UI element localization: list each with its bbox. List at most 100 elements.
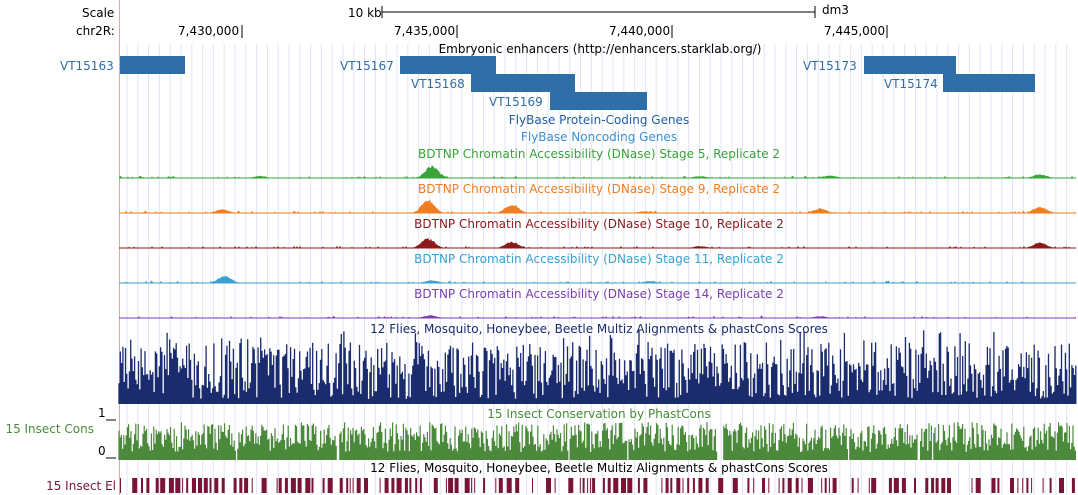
ruler-tick-label: 7,430,000 bbox=[178, 24, 240, 38]
insect-el-track-title[interactable]: 12 Flies, Mosquito, Honeybee, Beetle Mul… bbox=[370, 461, 828, 475]
insect-el-block bbox=[474, 478, 476, 493]
insect-cons-track-title[interactable]: 15 Insect Conservation by PhastCons bbox=[487, 407, 711, 421]
insect-el-block bbox=[1022, 478, 1024, 493]
insect-el-block bbox=[409, 478, 412, 493]
scale-bar-text: 10 kb bbox=[348, 6, 382, 20]
insect-el-block bbox=[214, 478, 219, 493]
insect-el-block bbox=[1010, 478, 1014, 493]
scale-label: Scale bbox=[82, 6, 115, 20]
insect-el-block bbox=[795, 478, 799, 493]
insect-el-block bbox=[322, 478, 325, 493]
insect-el-block bbox=[404, 478, 408, 493]
dnase-signal bbox=[119, 315, 1076, 318]
insect-el-block bbox=[682, 478, 684, 493]
insect-el-block bbox=[244, 478, 249, 493]
insect-el-block bbox=[146, 478, 150, 493]
insect-el-block bbox=[718, 478, 724, 493]
dnase-signal bbox=[119, 199, 1076, 213]
insect-el-block bbox=[832, 478, 837, 493]
insect-el-block bbox=[901, 478, 906, 493]
insect-el-block bbox=[297, 478, 302, 493]
enhancer-feature bbox=[120, 56, 185, 74]
insect-el-block bbox=[1059, 478, 1064, 493]
insect-el-block bbox=[339, 478, 343, 493]
insect-el-block bbox=[415, 478, 418, 493]
insect-el-block bbox=[391, 478, 395, 493]
insect-el-block bbox=[753, 478, 755, 493]
insect-el-block bbox=[1049, 478, 1052, 493]
ruler-tick-label: 7,435,000 bbox=[394, 24, 456, 38]
insect-el-block bbox=[384, 478, 389, 493]
insect-el-block bbox=[801, 478, 803, 493]
insect-el-block bbox=[747, 478, 750, 493]
insect-el-block bbox=[579, 478, 581, 493]
insect-el-block bbox=[914, 478, 916, 493]
insect-el-block bbox=[120, 478, 121, 493]
insect-el-block bbox=[705, 478, 709, 493]
insect-el-block bbox=[824, 478, 827, 493]
insect-el-block bbox=[808, 478, 813, 493]
insect-el-block bbox=[997, 478, 1000, 493]
dnase-stage5-title[interactable]: BDTNP Chromatin Accessibility (DNase) St… bbox=[417, 147, 781, 161]
insect-el-block bbox=[587, 478, 589, 493]
insect-el-block bbox=[349, 478, 351, 493]
insect-el-block bbox=[346, 478, 349, 493]
enhancers-track-title[interactable]: Embryonic enhancers (http://enhancers.st… bbox=[438, 42, 762, 56]
dnase-stage14-title[interactable]: BDTNP Chromatin Accessibility (DNase) St… bbox=[414, 287, 784, 301]
insect-el-block bbox=[676, 478, 681, 493]
insect-el-block bbox=[198, 478, 202, 493]
insect-el-block bbox=[787, 478, 792, 493]
dnase-stage11-title[interactable]: BDTNP Chromatin Accessibility (DNase) St… bbox=[414, 252, 784, 266]
enhancer-feature-label[interactable]: VT15173 bbox=[803, 59, 857, 73]
insect-el-block bbox=[621, 478, 626, 493]
insect-el-block bbox=[419, 478, 422, 493]
enhancer-feature-label[interactable]: VT15169 bbox=[489, 95, 543, 109]
dnase-stage10-title[interactable]: BDTNP Chromatin Accessibility (DNase) St… bbox=[414, 217, 784, 231]
dnase-stage9-title[interactable]: BDTNP Chromatin Accessibility (DNase) St… bbox=[417, 182, 781, 196]
insect-el-block bbox=[1017, 478, 1019, 493]
insect-el-block bbox=[445, 478, 447, 493]
insect-el-block bbox=[568, 478, 574, 493]
enhancer-feature-label[interactable]: VT15163 bbox=[60, 59, 114, 73]
noncoding-track-title[interactable]: FlyBase Noncoding Genes bbox=[520, 130, 678, 144]
insect-el-block bbox=[209, 478, 212, 493]
insect-el-block bbox=[483, 478, 486, 493]
insect-el-block bbox=[778, 478, 780, 493]
insect-el-block bbox=[1031, 478, 1033, 493]
insect-el-block bbox=[670, 478, 673, 493]
insect-el-block bbox=[851, 478, 854, 493]
enhancer-feature-label[interactable]: VT15167 bbox=[340, 59, 394, 73]
enhancer-feature bbox=[550, 92, 647, 110]
insect-el-block bbox=[582, 478, 585, 493]
insect-el-block bbox=[327, 478, 333, 493]
insect-el-block bbox=[364, 478, 368, 493]
insect-el-block bbox=[768, 478, 770, 493]
multiz-track-title[interactable]: 12 Flies, Mosquito, Honeybee, Beetle Mul… bbox=[370, 322, 828, 336]
insect-el-block bbox=[941, 478, 946, 493]
dnase-signal bbox=[119, 164, 1076, 178]
insect-el-block bbox=[947, 478, 951, 493]
insect-cons-side-label[interactable]: 15 Insect Cons bbox=[5, 422, 94, 436]
insect-el-block bbox=[698, 478, 703, 493]
insect-el-block bbox=[471, 478, 473, 493]
protein-coding-track-title[interactable]: FlyBase Protein-Coding Genes bbox=[508, 113, 690, 127]
insect-el-block bbox=[1026, 478, 1029, 493]
insect-el-side-label[interactable]: 15 Insect El bbox=[46, 479, 116, 493]
insect-el-block bbox=[155, 478, 159, 493]
insect-el-block bbox=[186, 478, 189, 493]
enhancer-feature-label[interactable]: VT15168 bbox=[411, 77, 465, 91]
enhancer-feature-label[interactable]: VT15174 bbox=[884, 77, 938, 91]
insect-el-block bbox=[665, 478, 669, 493]
enhancer-feature bbox=[400, 56, 496, 74]
insect-el-block bbox=[498, 478, 503, 493]
insect-el-block bbox=[828, 478, 830, 493]
insect-cons-axis-min: 0 bbox=[98, 444, 106, 458]
insect-el-block bbox=[168, 478, 174, 493]
insect-el-block bbox=[692, 478, 695, 493]
insect-el-block bbox=[687, 478, 690, 493]
enhancer-feature bbox=[864, 56, 956, 74]
insect-el-block bbox=[991, 478, 996, 493]
insect-el-block bbox=[454, 478, 459, 493]
insect-el-block bbox=[782, 478, 785, 493]
